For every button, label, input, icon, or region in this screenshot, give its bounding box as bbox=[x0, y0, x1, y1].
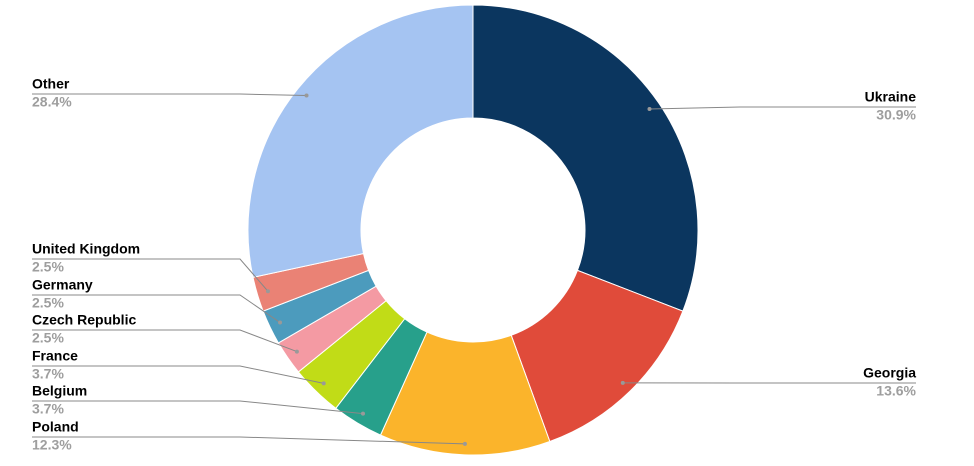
leader-line bbox=[649, 106, 916, 110]
leader-dot bbox=[294, 349, 299, 354]
slice-label: United Kingdom bbox=[32, 241, 140, 257]
slice-label: Germany bbox=[32, 277, 93, 293]
leader-line bbox=[32, 258, 269, 292]
leader-dot bbox=[462, 441, 467, 446]
slice-value-label: 2.5% bbox=[32, 330, 64, 346]
slice-label: Other bbox=[32, 76, 70, 92]
leader-line bbox=[32, 365, 324, 384]
slice-value-label: 3.7% bbox=[32, 366, 64, 382]
donut-slice bbox=[510, 269, 684, 443]
leader-line bbox=[32, 294, 281, 323]
slice-value-label: 3.7% bbox=[32, 401, 64, 417]
leader-line bbox=[32, 329, 298, 353]
leader-line bbox=[32, 93, 307, 97]
slice-label: Czech Republic bbox=[32, 312, 136, 328]
slice-value-label: 2.5% bbox=[32, 259, 64, 275]
slice-label: Georgia bbox=[863, 365, 916, 381]
leader-dot bbox=[321, 381, 326, 386]
slice-value-label: 13.6% bbox=[876, 383, 916, 399]
donut-slice bbox=[472, 4, 699, 312]
leader-dot bbox=[620, 380, 625, 385]
slice-value-label: 2.5% bbox=[32, 295, 64, 311]
slice-value-label: 28.4% bbox=[32, 94, 72, 110]
leader-dot bbox=[265, 289, 270, 294]
slice-label: Poland bbox=[32, 419, 79, 435]
slice-label: France bbox=[32, 348, 78, 364]
slice-value-label: 30.9% bbox=[876, 107, 916, 123]
slice-label: Belgium bbox=[32, 383, 87, 399]
leader-line bbox=[32, 436, 465, 445]
leader-line bbox=[32, 400, 364, 415]
leader-dot bbox=[647, 106, 652, 111]
leader-dot bbox=[361, 411, 366, 416]
donut-slice bbox=[247, 4, 474, 278]
leader-dot bbox=[304, 93, 309, 98]
slice-label: Ukraine bbox=[865, 89, 917, 105]
leader-dot bbox=[278, 320, 283, 325]
slice-value-label: 12.3% bbox=[32, 437, 72, 453]
